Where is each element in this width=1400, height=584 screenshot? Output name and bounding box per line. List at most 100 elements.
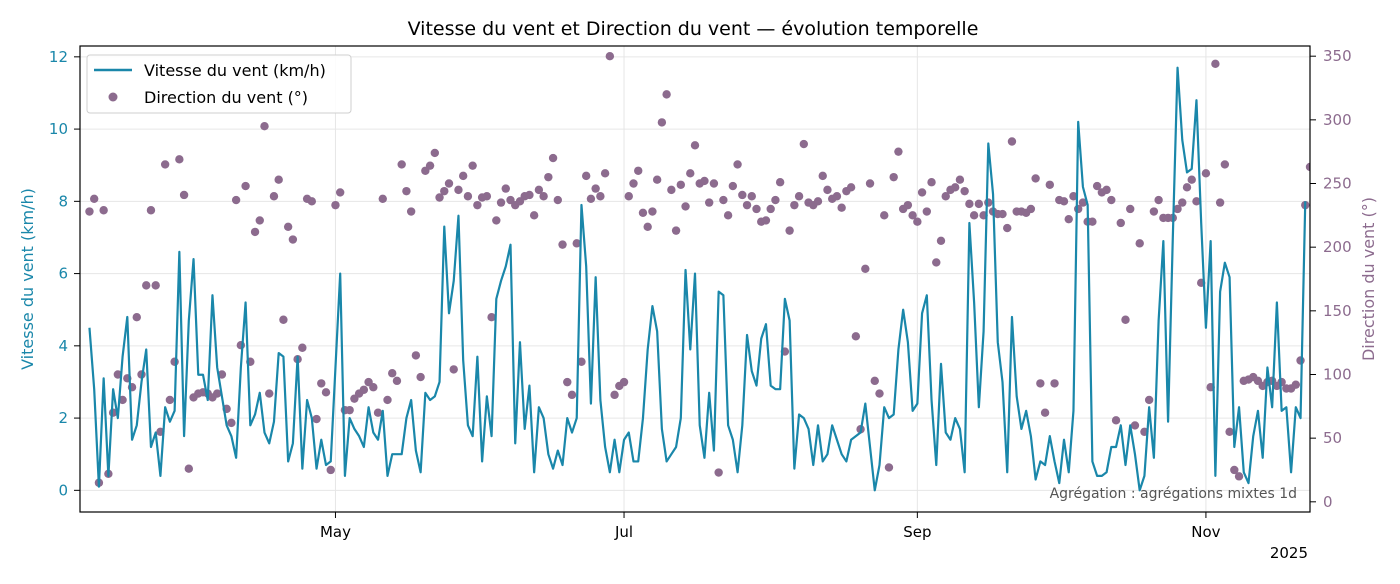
direction-point — [458, 171, 468, 181]
direction-point — [269, 192, 279, 201]
direction-point — [236, 341, 246, 350]
direction-point — [652, 175, 662, 184]
direction-point — [846, 183, 856, 192]
direction-point — [255, 216, 264, 225]
direction-point — [1154, 195, 1163, 205]
left-tick-label: 12 — [49, 48, 68, 66]
direction-point — [151, 281, 160, 290]
direction-point — [1040, 408, 1050, 417]
direction-point — [378, 194, 387, 203]
right-tick-label: 50 — [1323, 429, 1342, 447]
direction-point — [700, 176, 709, 186]
direction-point — [231, 195, 241, 205]
right-axis-ticks: 0 50 100 150 200 250 300 350 — [1310, 47, 1352, 511]
direction-point — [567, 390, 577, 400]
x-axis-ticks: May Jul Sep Nov — [320, 512, 1221, 541]
direction-point — [1059, 197, 1069, 206]
direction-point — [548, 153, 558, 163]
direction-point — [1111, 416, 1121, 425]
direction-point — [690, 141, 700, 150]
direction-point — [1381, 410, 1389, 418]
left-tick-label: 6 — [58, 265, 68, 283]
left-axis-ticks: 0 2 4 6 8 10 12 — [49, 48, 80, 499]
direction-point — [785, 226, 794, 235]
direction-point — [307, 197, 317, 206]
direction-point — [160, 160, 170, 169]
right-axis-title: Direction du vent (°) — [1359, 197, 1378, 361]
right-tick-label: 200 — [1323, 238, 1352, 256]
direction-point — [85, 207, 94, 216]
direction-point — [572, 239, 581, 248]
direction-point — [501, 184, 510, 193]
direction-point — [1192, 197, 1201, 206]
direction-point — [435, 193, 444, 202]
direction-point — [416, 372, 425, 382]
direction-point — [723, 211, 733, 220]
direction-point — [558, 240, 567, 249]
right-tick-label: 100 — [1323, 365, 1352, 383]
direction-point — [288, 235, 298, 244]
direction-point — [738, 190, 747, 200]
direction-point — [1126, 204, 1135, 214]
right-tick-label: 250 — [1323, 175, 1352, 193]
direction-point — [473, 200, 482, 210]
direction-point — [1367, 419, 1375, 427]
direction-point — [903, 200, 913, 210]
speed-line — [88, 66, 1307, 492]
direction-point — [250, 227, 260, 237]
direction-point — [728, 181, 738, 191]
direction-point — [799, 139, 809, 149]
direction-point — [742, 200, 752, 210]
direction-point — [175, 155, 184, 164]
direction-point — [397, 160, 406, 169]
legend-label-speed: Vitesse du vent (km/h) — [144, 61, 326, 80]
direction-point — [894, 147, 903, 156]
direction-point — [974, 199, 984, 209]
direction-point — [638, 208, 648, 217]
direction-point — [823, 185, 832, 195]
direction-point — [719, 195, 728, 205]
direction-point — [1358, 181, 1366, 189]
direction-point — [704, 198, 714, 207]
direction-point — [648, 207, 657, 216]
direction-point — [99, 206, 108, 215]
direction-point — [955, 175, 965, 184]
direction-point — [212, 389, 222, 398]
left-tick-label: 2 — [58, 409, 68, 427]
direction-point — [525, 190, 534, 200]
direction-point — [766, 204, 775, 214]
direction-point — [1377, 384, 1385, 392]
direction-point — [1305, 162, 1310, 172]
direction-point — [1220, 160, 1230, 169]
direction-point — [870, 376, 879, 386]
direction-point — [1116, 218, 1125, 228]
direction-point — [851, 332, 861, 341]
direction-point — [1372, 374, 1380, 382]
direction-point — [1102, 185, 1111, 195]
direction-point — [383, 395, 392, 405]
direction-point — [1078, 198, 1088, 207]
direction-point — [331, 200, 340, 210]
direction-point — [1182, 183, 1192, 192]
direction-point — [89, 194, 99, 203]
direction-point — [1026, 204, 1036, 214]
direction-point — [1149, 207, 1159, 216]
direction-point — [283, 222, 293, 231]
direction-point — [241, 181, 250, 191]
direction-point — [1187, 175, 1196, 184]
series-direction — [85, 51, 1389, 487]
direction-point — [667, 185, 676, 195]
direction-point — [624, 192, 633, 201]
chart-title: Vitesse du vent et Direction du vent — é… — [408, 18, 979, 40]
direction-point — [1069, 192, 1078, 201]
direction-point — [714, 468, 723, 477]
legend-label-direction: Direction du vent (°) — [144, 88, 308, 107]
direction-point — [1036, 379, 1045, 388]
direction-point — [132, 313, 141, 322]
direction-point — [865, 179, 875, 188]
direction-point — [941, 192, 950, 201]
legend-box — [86, 54, 352, 114]
direction-point — [1215, 198, 1225, 207]
direction-point — [170, 357, 179, 366]
